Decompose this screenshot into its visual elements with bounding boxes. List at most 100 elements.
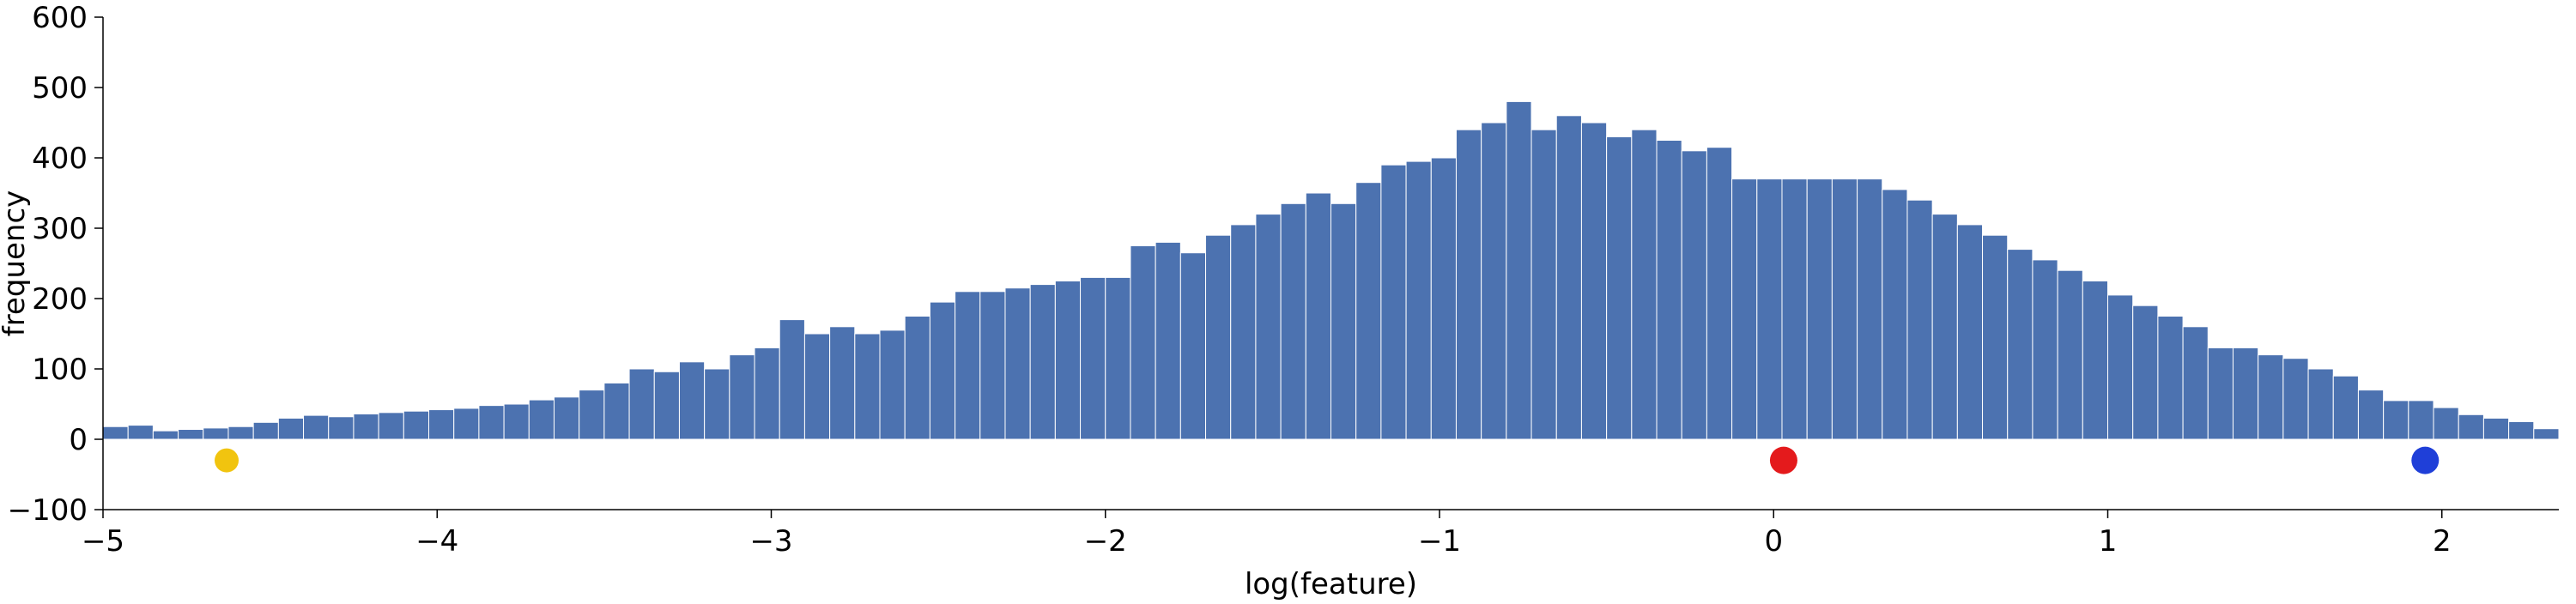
bar — [2258, 355, 2283, 439]
bar — [1682, 151, 1706, 439]
bar — [1431, 158, 1456, 439]
histogram-chart: −5−4−3−2−1012−1000100200300400500600log(… — [0, 0, 2576, 604]
y-tick-label: 500 — [32, 71, 88, 106]
bar — [2183, 327, 2208, 439]
bar — [830, 327, 855, 439]
bar — [103, 426, 128, 439]
bar — [1832, 179, 1857, 439]
bar — [278, 418, 303, 439]
bar — [1231, 225, 1256, 439]
bar — [1607, 136, 1632, 439]
bar — [2008, 250, 2033, 439]
x-tick-label: −3 — [749, 524, 792, 559]
bar — [1130, 246, 1155, 440]
y-tick-label: 0 — [69, 423, 88, 457]
x-tick-label: −1 — [1418, 524, 1461, 559]
y-axis-label: frequency — [0, 190, 32, 337]
bar — [228, 426, 253, 439]
bar — [1531, 130, 1556, 439]
chart-svg: −5−4−3−2−1012−1000100200300400500600log(… — [0, 0, 2576, 604]
bar — [1556, 116, 1581, 439]
bar — [1882, 190, 1907, 439]
bar — [1381, 165, 1406, 439]
bar — [2283, 359, 2308, 439]
bar — [980, 292, 1005, 439]
bar — [1206, 235, 1231, 439]
bar — [2308, 369, 2333, 439]
x-tick-label: −5 — [82, 524, 124, 559]
bar — [579, 390, 604, 439]
bar — [2434, 408, 2458, 439]
bar — [1632, 130, 1657, 439]
bar — [1907, 200, 1932, 439]
bar — [2534, 429, 2559, 439]
bar — [1306, 193, 1330, 439]
bar — [1456, 130, 1481, 439]
bar — [1757, 179, 1782, 439]
bar — [128, 426, 153, 439]
bar — [253, 422, 278, 439]
bar — [153, 431, 178, 439]
bar — [1081, 277, 1106, 439]
bar — [179, 430, 203, 439]
bar — [1331, 203, 1356, 439]
bar — [1706, 148, 1731, 439]
red-marker — [1770, 447, 1797, 474]
bar — [1155, 242, 1180, 439]
bar — [1281, 203, 1306, 439]
x-axis-label: log(feature) — [1245, 567, 1417, 601]
bar — [1406, 161, 1431, 439]
bar — [1055, 281, 1080, 440]
x-tick-label: 1 — [2099, 524, 2118, 559]
bar — [304, 415, 329, 439]
bar — [329, 417, 354, 439]
bar — [429, 410, 454, 439]
bar — [1030, 285, 1055, 439]
bar — [654, 371, 679, 439]
bar — [454, 408, 479, 439]
bar — [1005, 288, 1030, 439]
bar — [479, 406, 504, 439]
bar — [354, 414, 379, 439]
bar — [403, 411, 428, 439]
bar — [2358, 390, 2383, 439]
y-tick-label: 400 — [32, 142, 88, 176]
x-tick-label: 2 — [2433, 524, 2452, 559]
bar — [2058, 270, 2082, 439]
bar — [1256, 214, 1281, 439]
bar — [529, 400, 554, 439]
bar — [2409, 401, 2434, 439]
bar — [554, 397, 579, 439]
bar — [1506, 101, 1531, 439]
bar — [2133, 305, 2158, 439]
bar — [1983, 235, 2008, 439]
bar — [1581, 123, 1606, 439]
bar — [1858, 179, 1882, 439]
bar — [379, 413, 403, 439]
bar — [930, 302, 955, 439]
y-tick-label: 200 — [32, 282, 88, 317]
bar — [855, 334, 880, 439]
bar — [604, 383, 629, 439]
bar — [905, 317, 930, 440]
bar — [2384, 401, 2409, 439]
bar — [2333, 376, 2358, 439]
bar — [804, 334, 829, 439]
bar — [1180, 253, 1205, 439]
bar — [955, 292, 980, 439]
bar — [2158, 317, 2183, 440]
bar — [1356, 183, 1381, 439]
y-tick-label: −100 — [8, 493, 88, 528]
yellow-marker — [215, 449, 239, 473]
y-tick-label: 300 — [32, 212, 88, 246]
bar — [2108, 295, 2133, 439]
bar — [203, 428, 228, 439]
bar — [1932, 214, 1957, 439]
bar — [1106, 277, 1130, 439]
bar — [2082, 281, 2107, 440]
bar — [2458, 414, 2483, 439]
bar — [504, 404, 529, 439]
bar — [1732, 179, 1757, 439]
y-tick-label: 100 — [32, 353, 88, 387]
bar — [2033, 260, 2058, 439]
